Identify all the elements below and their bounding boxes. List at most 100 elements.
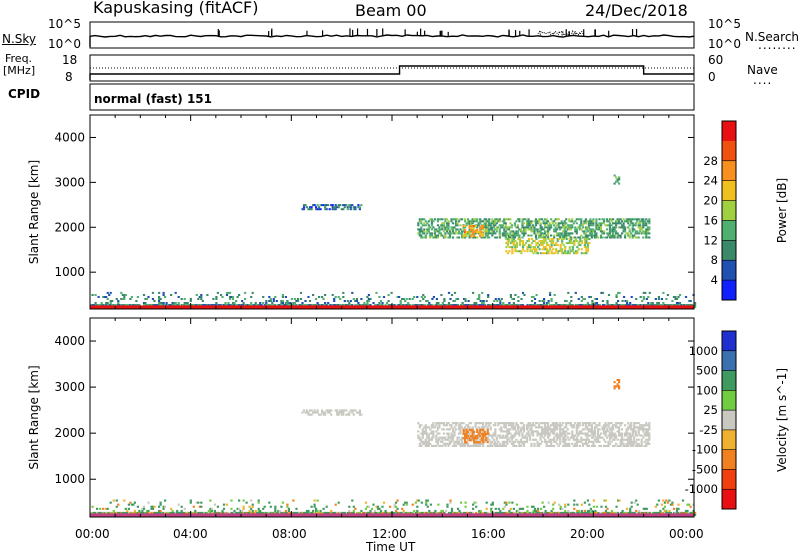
range-cell (281, 511, 284, 514)
range-cell (628, 230, 631, 233)
range-cell (423, 304, 426, 307)
range-cell (342, 411, 345, 414)
range-cell (442, 230, 445, 233)
range-cell (581, 444, 584, 447)
range-cell (528, 220, 532, 223)
range-cell (468, 434, 471, 437)
range-cell (477, 432, 480, 435)
nave-label: Nave (747, 63, 778, 77)
range-cell (518, 442, 521, 445)
range-cell (506, 232, 509, 235)
range-cell (434, 511, 437, 514)
range-cell (319, 511, 322, 514)
range-cell (485, 439, 488, 442)
range-cell (401, 507, 404, 510)
range-cell (574, 240, 577, 243)
range-cell (573, 244, 576, 247)
range-cell (379, 304, 383, 307)
range-cell (504, 218, 507, 221)
range-cell (504, 440, 507, 443)
range-cell (446, 505, 449, 508)
range-cell (185, 302, 188, 304)
range-cell (533, 304, 537, 307)
range-cell (587, 226, 590, 229)
range-cell (555, 244, 558, 247)
range-cell (474, 438, 477, 441)
range-cell (552, 503, 555, 506)
range-cell (378, 302, 381, 304)
range-cell (308, 511, 312, 514)
range-cell (612, 234, 615, 237)
range-cell (473, 439, 476, 442)
range-cell (605, 232, 609, 235)
range-cell (94, 302, 97, 304)
range-cell (541, 242, 544, 245)
range-cell (642, 236, 645, 239)
range-cell (559, 236, 562, 239)
range-cell (481, 302, 484, 304)
range-cell (619, 438, 622, 441)
range-cell (618, 176, 621, 179)
range-cell (430, 444, 433, 447)
range-cell (543, 240, 546, 243)
range-cell (618, 379, 621, 382)
range-cell (348, 411, 351, 414)
range-cell (543, 246, 546, 249)
range-cell (346, 304, 349, 307)
range-cell (607, 442, 610, 445)
range-cell (518, 240, 521, 243)
range-cell (644, 511, 647, 514)
range-cell (417, 224, 420, 227)
range-cell (567, 511, 570, 514)
range-cell (540, 507, 543, 510)
range-cell (563, 434, 566, 437)
range-cell (643, 230, 646, 233)
range-cell (626, 302, 629, 304)
range-cell (521, 230, 524, 233)
range-cell (499, 509, 502, 512)
range-cell (494, 224, 497, 227)
range-cell (161, 511, 164, 514)
range-cell (501, 220, 504, 223)
range-cell (619, 234, 622, 237)
range-cell (694, 514, 697, 517)
range-cell (666, 294, 669, 296)
range-cell (352, 511, 355, 514)
range-cell (612, 426, 615, 429)
range-cell (417, 222, 420, 225)
range-cell (542, 422, 545, 425)
range-cell (501, 442, 504, 445)
range-cell (142, 507, 146, 510)
range-cell (436, 428, 439, 431)
range-cell (438, 426, 441, 429)
range-cell (506, 226, 509, 229)
range-cell (613, 222, 616, 225)
range-cell (604, 505, 608, 508)
range-cell (565, 234, 568, 237)
range-cell (250, 507, 253, 510)
range-cell (601, 218, 604, 221)
range-cell (521, 442, 524, 445)
range-cell (509, 422, 512, 425)
range-cell (627, 432, 630, 435)
range-cell (596, 226, 600, 229)
range-cell (598, 218, 601, 221)
range-cell (236, 507, 239, 510)
range-cell (624, 444, 627, 447)
range-cell (464, 231, 467, 234)
range-cell (636, 422, 639, 425)
cpid-frame (89, 83, 695, 111)
range-cell (593, 444, 596, 447)
range-cell (617, 511, 620, 514)
range-cell (200, 511, 203, 514)
range-cell (472, 291, 475, 294)
range-cell (578, 218, 581, 221)
range-cell (447, 228, 450, 231)
range-cell (418, 426, 421, 429)
range-cell (569, 436, 572, 439)
range-cell (168, 304, 171, 307)
range-cell (154, 304, 158, 307)
range-cell (452, 300, 455, 302)
range-cell (159, 302, 162, 304)
range-cell (476, 437, 479, 440)
